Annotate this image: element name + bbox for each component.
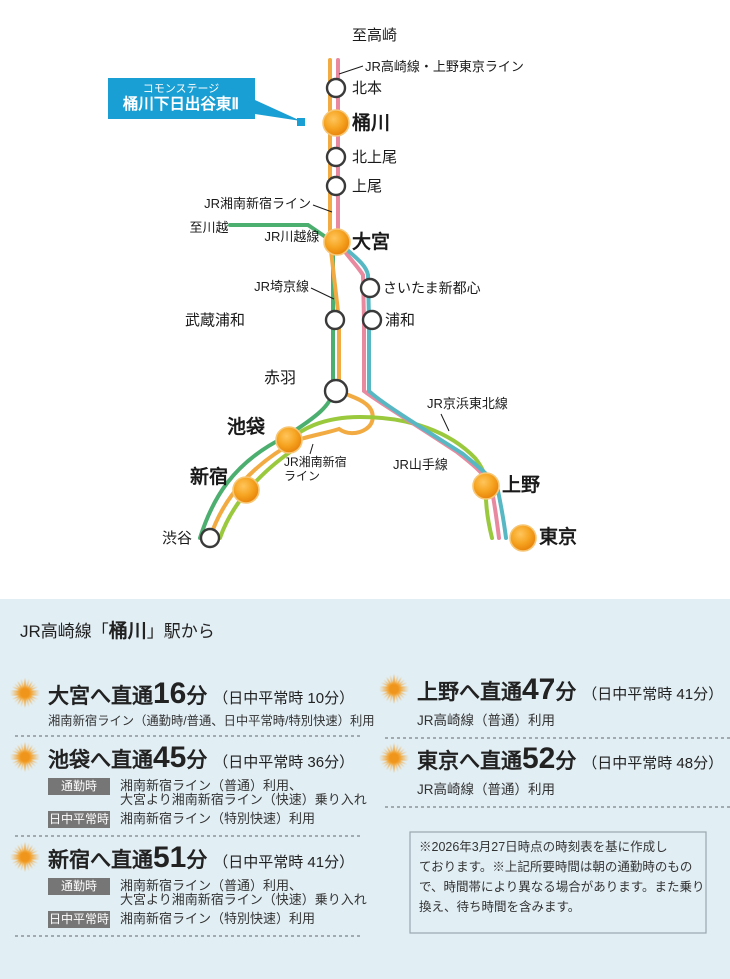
svg-text:湘南新宿ライン（普通）利用、: 湘南新宿ライン（普通）利用、: [120, 778, 302, 793]
svg-text:東京: 東京: [539, 525, 577, 548]
svg-text:ております。※上記所要時間は朝の通勤時のもの: ております。※上記所要時間は朝の通勤時のもの: [419, 859, 692, 874]
svg-text:さいたま新都心: さいたま新都心: [383, 280, 481, 296]
svg-text:JR川越線: JR川越線: [265, 229, 320, 244]
svg-text:湘南新宿ライン（特別快速）利用: 湘南新宿ライン（特別快速）利用: [120, 911, 315, 926]
svg-text:新宿: 新宿: [190, 465, 228, 488]
svg-text:通勤時: 通勤時: [61, 879, 97, 893]
svg-text:JR高崎線「桶川」駅から: JR高崎線「桶川」駅から: [20, 619, 215, 642]
svg-text:JR湘南新宿: JR湘南新宿: [284, 454, 347, 469]
svg-text:※2026年3月27日時点の時刻表を基に作成し: ※2026年3月27日時点の時刻表を基に作成し: [419, 840, 668, 854]
svg-text:至川越: 至川越: [189, 220, 228, 235]
svg-text:浦和: 浦和: [385, 312, 415, 329]
svg-text:湘南新宿ライン（通勤時/普通、日中平常時/特別快速）利用: 湘南新宿ライン（通勤時/普通、日中平常時/特別快速）利用: [48, 713, 375, 728]
svg-text:北本: 北本: [352, 80, 382, 97]
svg-text:上尾: 上尾: [352, 178, 382, 195]
svg-text:武蔵浦和: 武蔵浦和: [185, 312, 245, 329]
svg-text:JR高崎線（普通）利用: JR高崎線（普通）利用: [417, 712, 555, 728]
svg-text:大宮より湘南新宿ライン（快速）乗り入れ: 大宮より湘南新宿ライン（快速）乗り入れ: [120, 892, 367, 907]
svg-text:大宮より湘南新宿ライン（快速）乗り入れ: 大宮より湘南新宿ライン（快速）乗り入れ: [120, 792, 367, 807]
svg-text:赤羽: 赤羽: [264, 369, 296, 387]
svg-text:換え、待ち時間を含みます。: 換え、待ち時間を含みます。: [419, 899, 580, 914]
svg-text:渋谷: 渋谷: [162, 530, 192, 547]
svg-text:JR山手線: JR山手線: [393, 457, 448, 472]
svg-text:JR湘南新宿ライン: JR湘南新宿ライン: [204, 196, 311, 211]
svg-text:で、時間帯により異なる場合があります。また乗り: で、時間帯により異なる場合があります。また乗り: [419, 879, 705, 894]
svg-text:日中平常時: 日中平常時: [49, 811, 109, 826]
svg-text:JR高崎線・上野東京ライン: JR高崎線・上野東京ライン: [365, 59, 524, 74]
svg-text:池袋: 池袋: [227, 415, 266, 438]
svg-text:桶川下日出谷東Ⅱ: 桶川下日出谷東Ⅱ: [123, 94, 239, 113]
svg-text:北上尾: 北上尾: [352, 149, 397, 166]
svg-text:JR高崎線（普通）利用: JR高崎線（普通）利用: [417, 781, 555, 797]
svg-text:JR埼京線: JR埼京線: [254, 279, 309, 294]
svg-text:通勤時: 通勤時: [61, 779, 97, 793]
svg-text:大宮: 大宮: [352, 230, 390, 253]
svg-text:日中平常時: 日中平常時: [49, 911, 109, 926]
svg-text:コモンステージ: コモンステージ: [143, 83, 220, 95]
svg-text:桶川: 桶川: [352, 111, 390, 134]
svg-text:湘南新宿ライン（特別快速）利用: 湘南新宿ライン（特別快速）利用: [120, 811, 315, 826]
svg-text:湘南新宿ライン（普通）利用、: 湘南新宿ライン（普通）利用、: [120, 878, 302, 893]
svg-text:至高崎: 至高崎: [352, 27, 397, 44]
svg-text:上野: 上野: [502, 474, 540, 496]
svg-text:JR京浜東北線: JR京浜東北線: [427, 396, 508, 411]
svg-text:ライン: ライン: [284, 469, 320, 483]
